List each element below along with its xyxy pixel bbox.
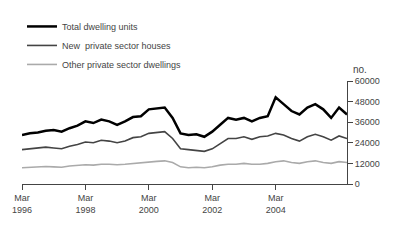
svg-text:Mar2004: Mar2004: [266, 193, 286, 215]
svg-text:Total dwelling units: Total dwelling units: [62, 22, 138, 32]
svg-text:no.: no.: [353, 64, 367, 75]
svg-text:Other private sector dwellings: Other private sector dwellings: [62, 60, 181, 70]
svg-text:48000: 48000: [355, 97, 380, 107]
svg-text:Mar2000: Mar2000: [139, 193, 159, 215]
svg-text:24000: 24000: [355, 138, 380, 148]
svg-text:Mar1996: Mar1996: [12, 193, 32, 215]
svg-text:Mar1998: Mar1998: [75, 193, 95, 215]
svg-text:12000: 12000: [355, 159, 380, 169]
svg-text:Mar2002: Mar2002: [202, 193, 222, 215]
svg-text:60000: 60000: [355, 76, 380, 86]
svg-text:New private sector houses: New private sector houses: [62, 41, 171, 51]
svg-text:36000: 36000: [355, 117, 380, 127]
svg-text:0: 0: [355, 179, 360, 189]
